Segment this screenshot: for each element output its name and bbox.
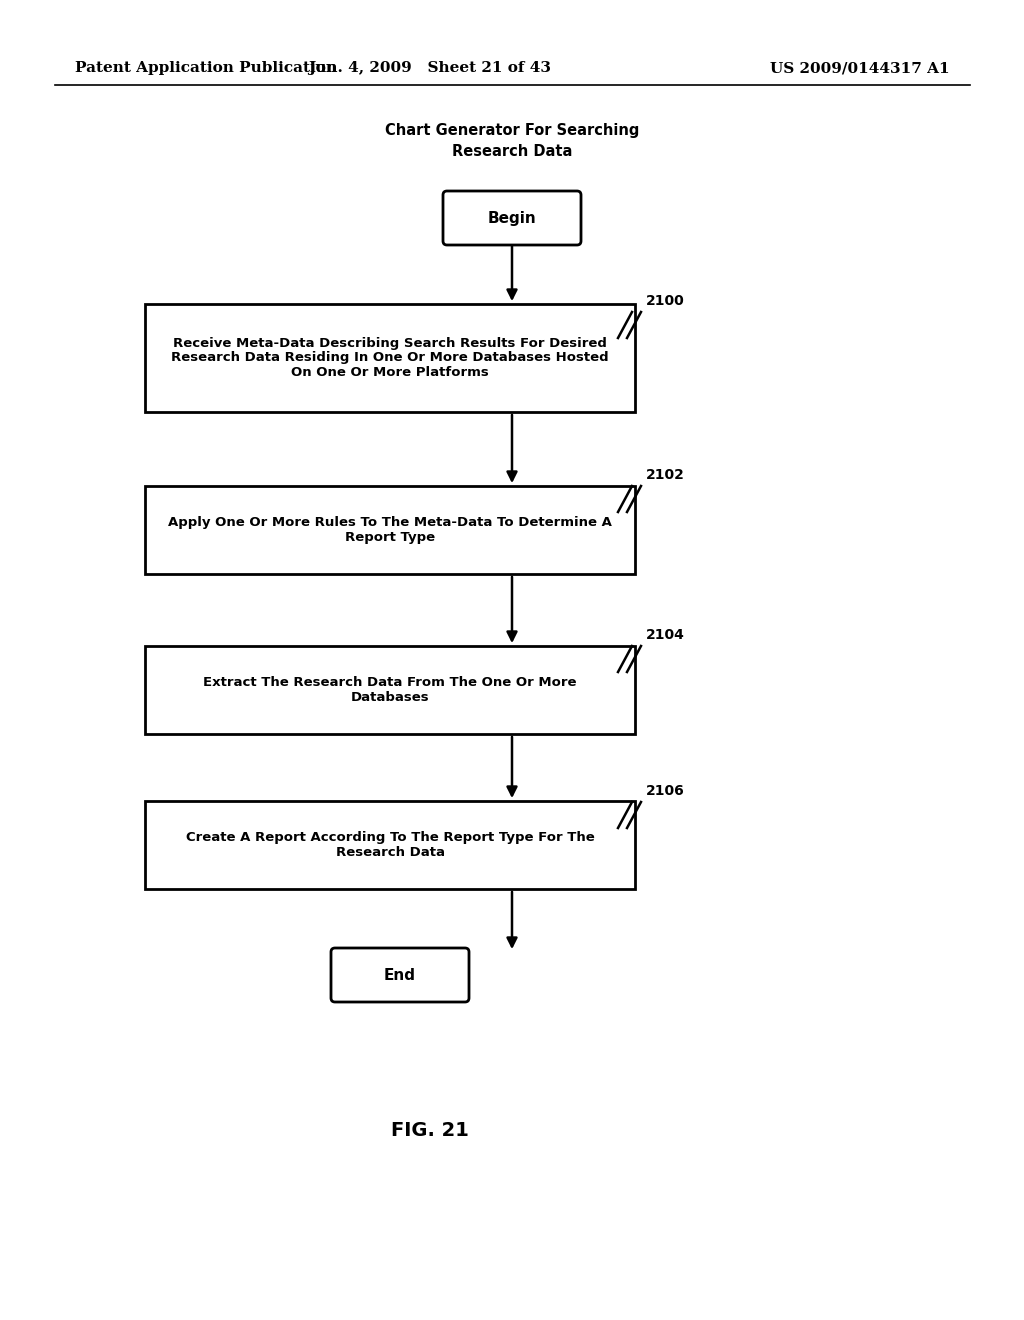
Text: 2102: 2102: [646, 469, 685, 482]
Text: Chart Generator For Searching: Chart Generator For Searching: [385, 123, 639, 137]
Text: Apply One Or More Rules To The Meta-Data To Determine A
Report Type: Apply One Or More Rules To The Meta-Data…: [168, 516, 612, 544]
Text: Research Data: Research Data: [452, 144, 572, 160]
Bar: [145, 801, 635, 888]
Text: Jun. 4, 2009   Sheet 21 of 43: Jun. 4, 2009 Sheet 21 of 43: [308, 61, 552, 75]
Text: Patent Application Publication: Patent Application Publication: [75, 61, 337, 75]
FancyBboxPatch shape: [331, 948, 469, 1002]
Text: FIG. 21: FIG. 21: [391, 1121, 469, 1139]
Bar: [145, 304, 635, 412]
Text: End: End: [384, 968, 416, 982]
Text: US 2009/0144317 A1: US 2009/0144317 A1: [770, 61, 950, 75]
Bar: [145, 645, 635, 734]
Text: 2106: 2106: [646, 784, 685, 799]
Text: Create A Report According To The Report Type For The
Research Data: Create A Report According To The Report …: [185, 832, 594, 859]
Text: Receive Meta-Data Describing Search Results For Desired
Research Data Residing I: Receive Meta-Data Describing Search Resu…: [171, 337, 609, 380]
Bar: [145, 486, 635, 574]
Text: Extract The Research Data From The One Or More
Databases: Extract The Research Data From The One O…: [203, 676, 577, 704]
Text: 2104: 2104: [646, 628, 685, 642]
FancyBboxPatch shape: [443, 191, 581, 246]
Text: Begin: Begin: [487, 210, 537, 226]
Text: 2100: 2100: [646, 294, 685, 308]
